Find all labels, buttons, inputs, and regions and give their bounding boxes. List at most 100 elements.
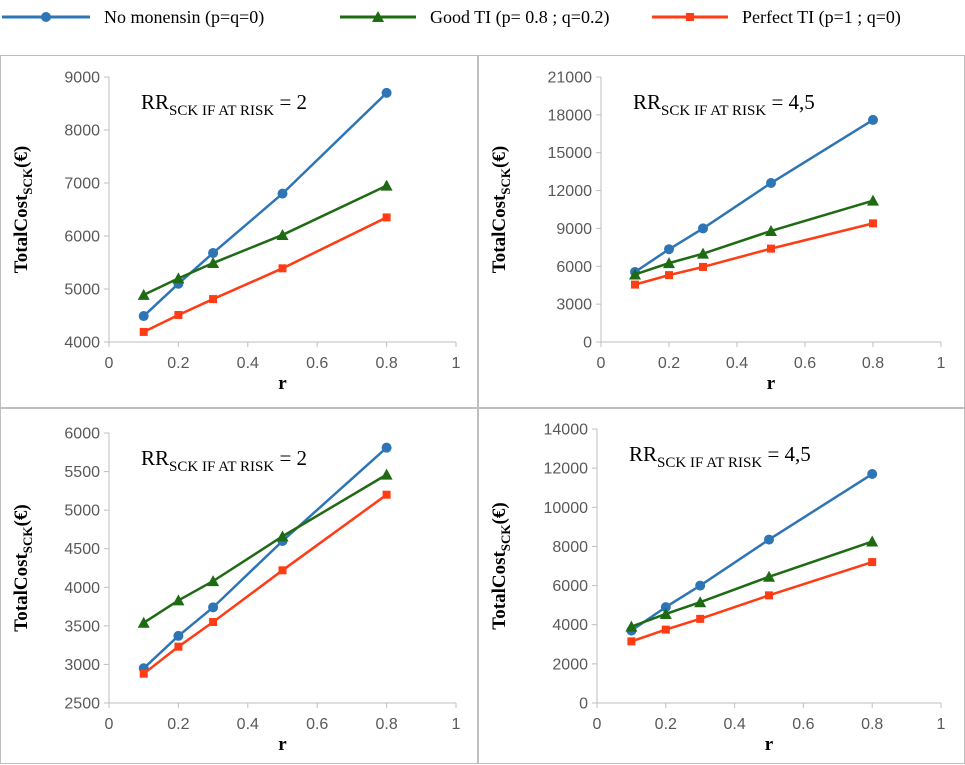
legend-item-good-ti: Good TI (p= 0.8 ; q=0.2) (338, 4, 609, 30)
series-good-ti (625, 535, 879, 632)
data-point-good-ti (137, 288, 150, 300)
x-axis-title: r (765, 734, 774, 755)
x-axis-title: r (278, 373, 287, 394)
y-tick-label: 14000 (544, 422, 589, 439)
y-tick-label: 4000 (64, 580, 100, 597)
chart-legend: No monensin (p=q=0) Good TI (p= 0.8 ; q=… (0, 0, 965, 36)
data-point-good-ti (866, 535, 879, 547)
data-point-no-monensin (173, 630, 184, 641)
x-tick-label: 1 (452, 355, 461, 372)
data-point-perfect-ti (868, 558, 877, 567)
data-point-perfect-ti (696, 614, 705, 623)
data-point-good-ti (867, 194, 879, 206)
y-tick-label: 15000 (548, 145, 593, 162)
x-tick-label: 0.6 (794, 355, 816, 372)
data-point-perfect-ti (209, 618, 218, 626)
data-point-good-ti (697, 247, 709, 259)
x-tick-label: 0.2 (167, 355, 189, 372)
rr-annotation: RRSCK IF AT RISK = 4,5 (633, 90, 815, 119)
data-point-perfect-ti (382, 490, 391, 499)
series-good-ti (137, 179, 393, 300)
data-point-perfect-ti (174, 642, 183, 651)
data-point-perfect-ti (278, 566, 287, 575)
data-point-good-ti (207, 575, 220, 587)
y-tick-label: 4000 (64, 335, 100, 352)
data-point-perfect-ti (209, 295, 218, 304)
x-axis-title: r (767, 373, 776, 394)
y-tick-label: 10000 (544, 500, 589, 517)
chart-svg: 0 3000 6000 9000 12000 15000 18000 21000 0 0.2 0.4… (489, 70, 946, 395)
legend-label-no-monensin: No monensin (p=q=0) (104, 6, 265, 27)
y-axis-title: TotalCostSCK(€) (489, 146, 513, 273)
y-tick-label: 6000 (556, 259, 592, 276)
legend-marker-perfect-ti (686, 13, 694, 21)
rr-annotation: RRSCK IF AT RISK = 2 (141, 90, 307, 119)
x-tick-label: 0.8 (375, 716, 397, 733)
data-point-perfect-ti (665, 271, 673, 280)
series-no-monensin (138, 87, 392, 322)
y-tick-label: 7000 (64, 176, 100, 193)
rr-annotation: RRSCK IF AT RISK = 4,5 (629, 442, 811, 471)
data-point-good-ti (663, 257, 675, 269)
data-point-good-ti (172, 272, 185, 284)
data-point-good-ti (763, 570, 775, 582)
x-tick-label: 0 (597, 355, 606, 372)
x-tick-label: 1 (937, 716, 946, 733)
legend-marker-circle (2, 12, 90, 22)
data-point-no-monensin (698, 223, 708, 234)
data-point-good-ti (765, 224, 777, 236)
series-perfect-ti (631, 219, 877, 289)
y-tick-label: 12000 (544, 461, 589, 478)
x-tick-label: 0.6 (306, 355, 328, 372)
data-point-good-ti (276, 228, 289, 240)
series-perfect-ti (139, 213, 391, 336)
y-tick-label: 5500 (64, 464, 100, 481)
data-point-good-ti (380, 179, 393, 191)
data-point-perfect-ti (765, 591, 773, 600)
data-point-no-monensin (381, 87, 392, 98)
y-tick-label: 4000 (552, 617, 588, 634)
x-tick-label: 0.8 (862, 355, 884, 372)
y-tick-label: 6000 (552, 578, 588, 595)
data-point-perfect-ti (699, 262, 707, 271)
chart-svg: 0 2000 4000 6000 8000 10000 12000 14000 0 0.2 0.4 0… (489, 422, 946, 756)
y-tick-label: 0 (583, 335, 592, 352)
data-point-perfect-ti (631, 280, 639, 289)
x-tick-label: 0.8 (861, 716, 883, 733)
x-tick-label: 0.2 (655, 716, 677, 733)
y-tick-label: 3000 (64, 657, 100, 674)
chart-svg: 2500 3000 3500 4000 4500 5000 5500 6000 0 0.2 0.4 0… (11, 426, 461, 756)
legend-marker-no-monensin (41, 12, 51, 22)
data-point-good-ti (137, 616, 150, 628)
data-point-no-monensin (764, 534, 774, 545)
data-point-no-monensin (766, 178, 776, 188)
x-tick-label: 0.4 (237, 355, 259, 372)
y-tick-label: 8000 (64, 123, 100, 140)
y-tick-label: 6000 (64, 229, 100, 246)
x-axis-title: r (278, 734, 287, 755)
y-tick-label: 5000 (64, 282, 100, 299)
data-point-no-monensin (868, 114, 878, 125)
data-point-good-ti (694, 596, 707, 608)
data-point-no-monensin (695, 580, 706, 591)
chart-svg: 4000 5000 6000 7000 8000 9000 0 0.2 0.4 0.6 0.8 1 r T… (11, 70, 461, 395)
y-tick-label: 0 (579, 696, 588, 713)
data-point-perfect-ti (139, 327, 148, 336)
data-point-perfect-ti (869, 219, 877, 228)
series-good-ti (137, 468, 393, 628)
data-point-perfect-ti (174, 310, 183, 319)
chart-panel-bottom-left: 2500 3000 3500 4000 4500 5000 5500 6000 0 0.2 0.4 0… (0, 408, 478, 764)
data-point-no-monensin (208, 602, 219, 613)
chart-panel-bottom-right: 0 2000 4000 6000 8000 10000 12000 14000 0 0.2 0.4 0… (478, 408, 965, 764)
data-point-no-monensin (208, 247, 219, 258)
x-tick-label: 0.4 (237, 716, 259, 733)
data-point-perfect-ti (382, 213, 391, 222)
y-tick-label: 9000 (64, 70, 100, 87)
data-point-good-ti (629, 268, 641, 280)
x-tick-label: 0 (105, 355, 114, 372)
y-tick-label: 2000 (552, 656, 588, 673)
legend-marker-square (652, 13, 728, 21)
data-point-perfect-ti (661, 625, 670, 634)
data-point-no-monensin (381, 442, 392, 453)
data-point-perfect-ti (767, 244, 775, 253)
